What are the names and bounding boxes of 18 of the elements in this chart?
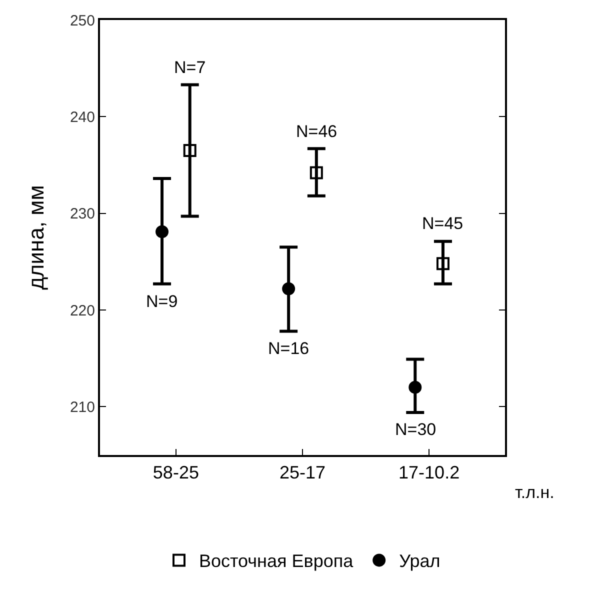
y-tick-label: 210 — [70, 398, 95, 416]
x-tick-label: 58-25 — [152, 462, 199, 483]
x-tick-label: 17-10.2 — [398, 462, 460, 483]
y-tick-label: 250 — [70, 12, 95, 30]
annotation: N=7 — [174, 58, 206, 77]
x-axis-title: т.л.н. — [515, 483, 554, 502]
annotation: N=46 — [296, 122, 338, 141]
annotation: N=30 — [395, 420, 436, 439]
legend-label: Восточная Европа — [199, 551, 354, 572]
annotation: N=9 — [146, 292, 178, 311]
annotation: N=16 — [268, 339, 310, 358]
y-tick-label: 230 — [70, 206, 95, 223]
x-tick-label: 25-17 — [279, 462, 326, 483]
y-axis-title: длина, мм — [23, 185, 48, 290]
y-tick-label: 240 — [70, 108, 95, 126]
annotation: N=45 — [422, 214, 464, 233]
y-tick-label: 220 — [70, 302, 95, 320]
legend-label: Урал — [399, 551, 440, 572]
